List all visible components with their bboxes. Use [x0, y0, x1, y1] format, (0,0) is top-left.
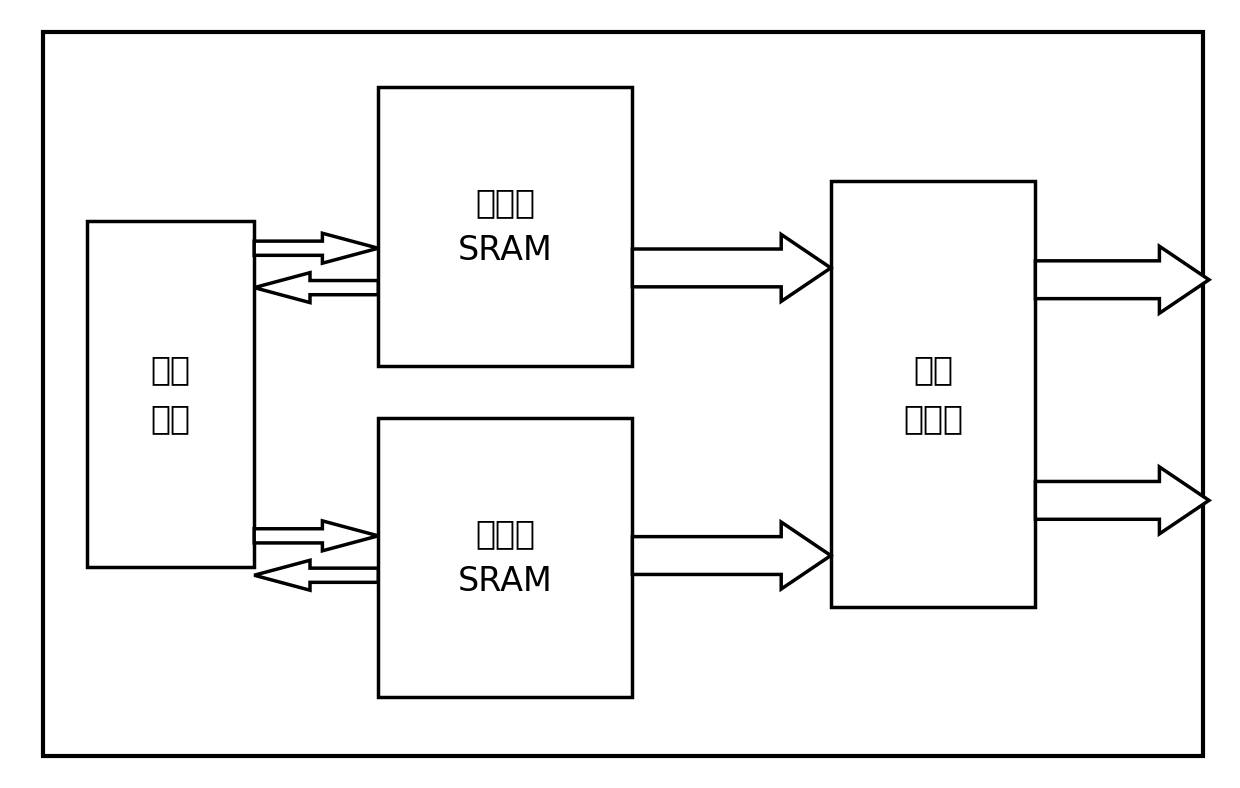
Bar — [831, 181, 1035, 607]
Polygon shape — [1035, 466, 1209, 534]
Bar — [378, 418, 632, 697]
Text: 总线
操作: 总线 操作 — [150, 353, 191, 435]
Polygon shape — [632, 235, 831, 302]
Polygon shape — [254, 273, 378, 303]
Text: 像素
解包器: 像素 解包器 — [903, 353, 963, 435]
Bar — [378, 87, 632, 366]
Polygon shape — [254, 521, 378, 551]
Text: 双端口
SRAM: 双端口 SRAM — [458, 186, 553, 267]
Polygon shape — [254, 560, 378, 590]
Text: 双端口
SRAM: 双端口 SRAM — [458, 517, 553, 598]
Polygon shape — [254, 233, 378, 263]
Polygon shape — [1035, 246, 1209, 313]
Polygon shape — [632, 522, 831, 589]
Bar — [87, 221, 254, 567]
